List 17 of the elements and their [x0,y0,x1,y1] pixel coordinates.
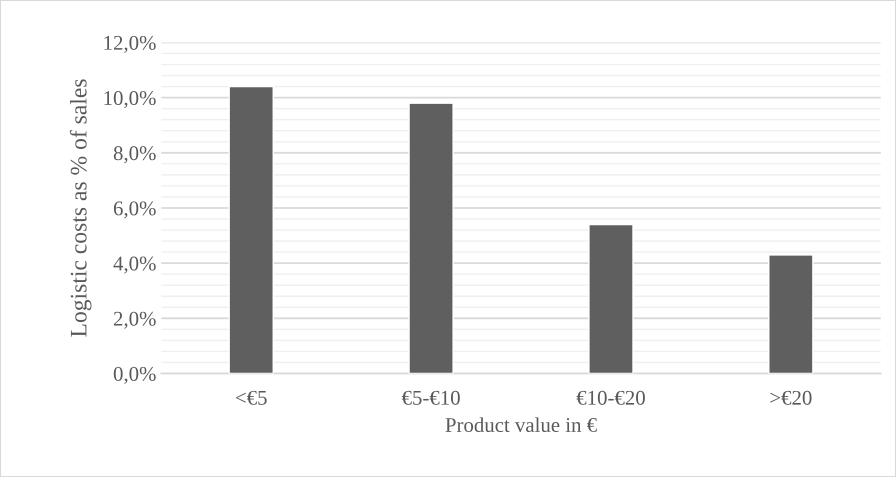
y-tick-label: 8,0% [114,146,156,164]
x-tick-label: €10-€20 [576,390,645,405]
x-tick-label: <€5 [236,390,267,405]
y-tick-label: 2,0% [114,312,156,329]
y-tick-label: 6,0% [114,201,156,218]
bar [768,254,814,374]
y-axis-title: Logistic costs as % of sales [70,79,92,337]
y-tick-label: 0,0% [114,366,156,384]
bar [408,102,454,374]
bar [228,86,274,374]
y-tick-label: 10,0% [104,91,156,108]
x-tick-label: €5-€10 [402,390,460,405]
x-tick-label: >€20 [770,390,812,405]
bar [588,224,634,374]
y-tick-label: 4,0% [113,256,156,274]
x-axis-title: Product value in € [446,417,597,432]
y-tick-label: 12,0% [104,36,156,53]
